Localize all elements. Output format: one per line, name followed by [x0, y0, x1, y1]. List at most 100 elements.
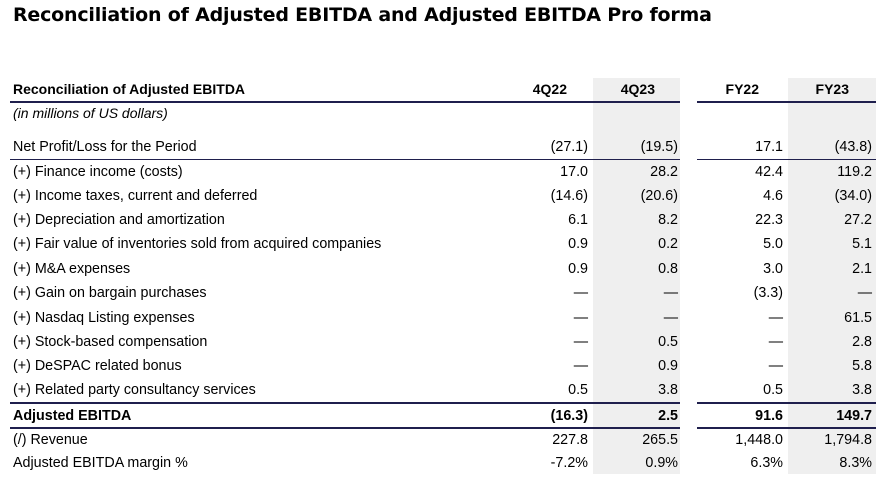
cell-4q22: 0.9 — [568, 236, 588, 252]
row-label: (/) Revenue — [13, 432, 88, 448]
cell-fy22: 5.0 — [763, 236, 783, 252]
cell-fy23: 2.1 — [852, 261, 872, 277]
table-subtitle: (in millions of US dollars) — [13, 105, 168, 121]
cell-4q23: 0.9 — [658, 358, 678, 374]
table-row: (+) Related party consultancy services 0… — [0, 378, 895, 402]
table-row: (+) DeSPAC related bonus — 0.9 — 5.8 — [0, 354, 895, 378]
total-row-label: Adjusted EBITDA — [13, 408, 132, 424]
cell-4q23: 8.2 — [658, 212, 678, 228]
header-rule-right — [697, 101, 876, 103]
cell-fy22: 3.0 — [763, 261, 783, 277]
cell-4q22: (14.6) — [550, 188, 588, 204]
row-divider-right — [697, 159, 876, 160]
row-label: Adjusted EBITDA margin % — [13, 455, 188, 471]
cell-4q22: — — [573, 334, 588, 350]
cell-fy23: 5.8 — [852, 358, 872, 374]
row-label: Net Profit/Loss for the Period — [13, 139, 197, 155]
row-label: (+) Related party consultancy services — [13, 382, 256, 398]
row-label: (+) Depreciation and amortization — [13, 212, 225, 228]
row-label: (+) Stock-based compensation — [13, 334, 208, 350]
cell-4q22: — — [573, 358, 588, 374]
cell-4q23: (20.6) — [640, 188, 678, 204]
col-header-4q23: 4Q23 — [620, 81, 655, 97]
page-title: Reconciliation of Adjusted EBITDA and Ad… — [13, 4, 712, 26]
total-rule-top-right — [697, 402, 876, 404]
table-row: Net Profit/Loss for the Period (27.1) (1… — [0, 135, 895, 159]
cell-4q23: 0.9% — [645, 455, 678, 471]
cell-4q23: — — [663, 310, 678, 326]
header-rule-left — [10, 101, 680, 103]
cell-fy23: 8.3% — [839, 455, 872, 471]
table-row: (+) Fair value of inventories sold from … — [0, 232, 895, 256]
table-row: (/) Revenue 227.8 265.5 1,448.0 1,794.8 — [0, 428, 895, 452]
cell-4q22: 17.0 — [560, 164, 588, 180]
table-row: (+) Gain on bargain purchases — — (3.3) … — [0, 281, 895, 305]
cell-fy23: 2.8 — [852, 334, 872, 350]
cell-4q23: (19.5) — [640, 139, 678, 155]
cell-fy22: 6.3% — [750, 455, 783, 471]
cell-fy22: — — [768, 310, 783, 326]
cell-fy23: — — [857, 285, 872, 301]
table-row: (+) Stock-based compensation — 0.5 — 2.8 — [0, 330, 895, 354]
cell-4q22: — — [573, 285, 588, 301]
total-cell-fy23: 149.7 — [836, 408, 872, 424]
cell-4q23: 265.5 — [642, 432, 678, 448]
cell-4q23: 0.8 — [658, 261, 678, 277]
cell-fy22: — — [768, 358, 783, 374]
col-header-fy22: FY22 — [725, 81, 759, 97]
cell-fy22: (3.3) — [753, 285, 783, 301]
cell-4q22: (27.1) — [550, 139, 588, 155]
total-cell-4q22: (16.3) — [550, 408, 588, 424]
cell-4q23: 0.2 — [658, 236, 678, 252]
table-row: (+) Nasdaq Listing expenses — — — 61.5 — [0, 306, 895, 330]
total-rule-top-left — [10, 402, 680, 404]
row-label: (+) Nasdaq Listing expenses — [13, 310, 195, 326]
cell-fy22: 4.6 — [763, 188, 783, 204]
row-label: (+) Income taxes, current and deferred — [13, 188, 258, 204]
shade-4q23 — [593, 78, 680, 474]
table-header-label: Reconciliation of Adjusted EBITDA — [13, 81, 246, 97]
col-header-4q22: 4Q22 — [532, 81, 567, 97]
row-label: (+) M&A expenses — [13, 261, 131, 277]
cell-4q23: 0.5 — [658, 334, 678, 350]
cell-fy23: (34.0) — [834, 188, 872, 204]
table-row: (+) M&A expenses 0.9 0.8 3.0 2.1 — [0, 257, 895, 281]
total-rule-bottom-left — [10, 427, 680, 429]
row-divider-left — [10, 159, 680, 160]
row-label: (+) Gain on bargain purchases — [13, 285, 207, 301]
cell-fy22: 17.1 — [755, 139, 783, 155]
cell-4q22: 0.9 — [568, 261, 588, 277]
cell-4q22: 0.5 — [568, 382, 588, 398]
cell-fy23: 119.2 — [837, 164, 872, 180]
cell-fy23: 3.8 — [852, 382, 872, 398]
cell-4q22: 6.1 — [568, 212, 588, 228]
total-row: Adjusted EBITDA (16.3) 2.5 91.6 149.7 — [0, 404, 895, 428]
table-row: (+) Finance income (costs) 17.0 28.2 42.… — [0, 160, 895, 184]
cell-fy23: 5.1 — [852, 236, 872, 252]
cell-fy23: (43.8) — [834, 139, 872, 155]
cell-fy23: 1,794.8 — [824, 432, 872, 448]
cell-fy22: 42.4 — [755, 164, 783, 180]
table-row: (+) Depreciation and amortization 6.1 8.… — [0, 208, 895, 232]
cell-fy23: 27.2 — [844, 212, 872, 228]
row-label: (+) Fair value of inventories sold from … — [13, 236, 382, 252]
cell-4q23: 3.8 — [658, 382, 678, 398]
total-rule-bottom-right — [697, 427, 876, 429]
total-cell-fy22: 91.6 — [755, 408, 783, 424]
cell-4q23: 28.2 — [650, 164, 678, 180]
row-label: (+) DeSPAC related bonus — [13, 358, 182, 374]
cell-4q22: 227.8 — [552, 432, 588, 448]
cell-4q23: — — [663, 285, 678, 301]
cell-fy22: 1,448.0 — [735, 432, 783, 448]
cell-fy23: 61.5 — [844, 310, 872, 326]
table-row: (+) Income taxes, current and deferred (… — [0, 184, 895, 208]
cell-fy22: — — [768, 334, 783, 350]
table-row: Adjusted EBITDA margin % -7.2% 0.9% 6.3%… — [0, 451, 895, 475]
shade-fy23 — [788, 78, 876, 474]
total-cell-4q23: 2.5 — [658, 408, 678, 424]
cell-fy22: 0.5 — [763, 382, 783, 398]
row-label: (+) Finance income (costs) — [13, 164, 183, 180]
cell-4q22: — — [573, 310, 588, 326]
cell-fy22: 22.3 — [755, 212, 783, 228]
cell-4q22: -7.2% — [550, 455, 588, 471]
